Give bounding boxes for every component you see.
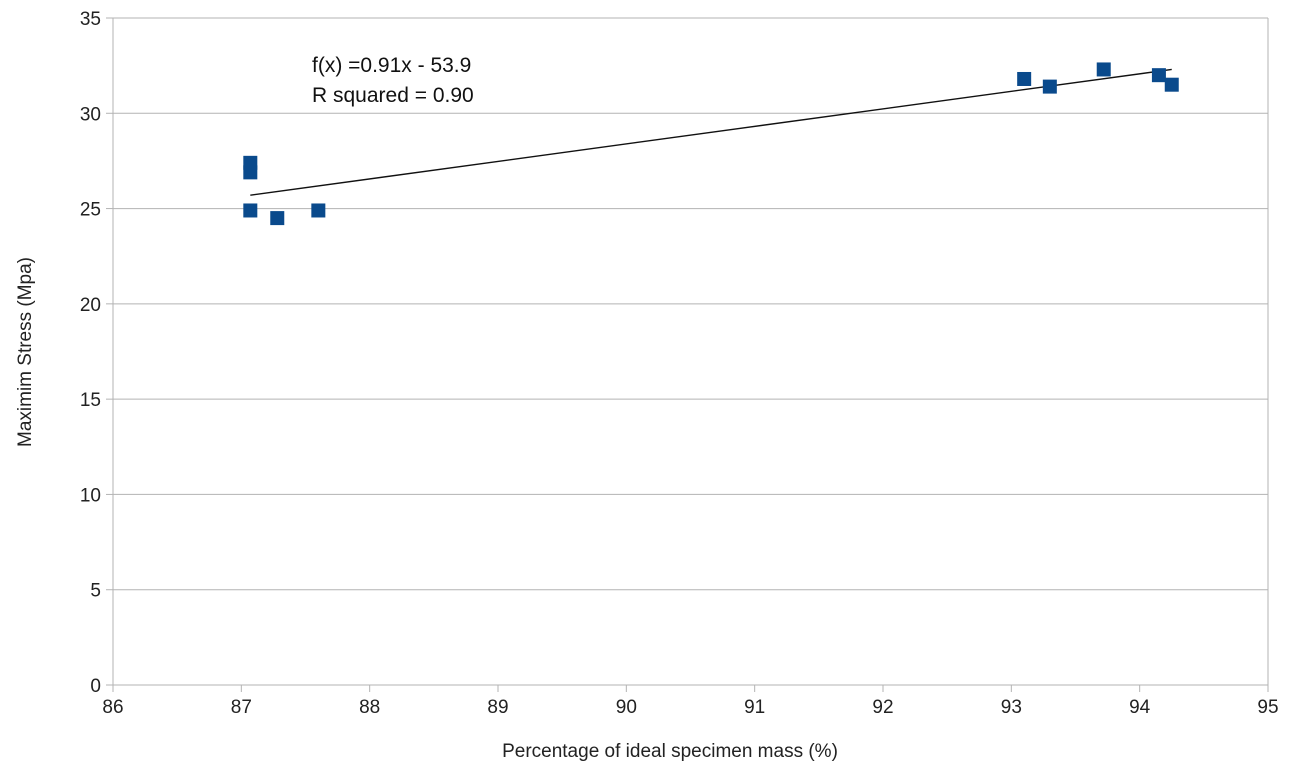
data-point-9 — [1164, 77, 1179, 92]
y-tick-label: 5 — [90, 581, 101, 602]
x-tick-label: 93 — [1001, 697, 1022, 718]
y-axis-ticks: 0 5 10 15 20 25 30 35 — [80, 9, 113, 697]
y-tick-label: 10 — [80, 485, 101, 506]
data-point-5 — [1017, 71, 1032, 86]
y-tick-label: 20 — [80, 295, 101, 316]
y-axis-title: Maximim Stress (Mpa) — [15, 257, 36, 447]
data-point-7 — [1096, 62, 1111, 77]
y-tick-label: 35 — [80, 9, 101, 30]
data-points — [243, 62, 1179, 226]
y-tick-label: 0 — [90, 676, 101, 697]
r-squared-label: R squared = 0.90 — [312, 84, 474, 107]
x-tick-label: 90 — [616, 697, 637, 718]
x-axis-title: Percentage of ideal specimen mass (%) — [502, 741, 838, 762]
data-point-1 — [243, 165, 258, 180]
x-tick-label: 87 — [231, 697, 252, 718]
axes — [112, 18, 1269, 686]
x-tick-label: 92 — [872, 697, 893, 718]
x-axis-ticks: 86 87 88 89 90 91 92 93 94 95 — [102, 685, 1279, 718]
y-tick-label: 15 — [80, 390, 101, 411]
trendline-equation: f(x) =0.91x - 53.9 — [312, 54, 471, 77]
trendline — [250, 68, 1172, 196]
y-tick-label: 30 — [80, 104, 101, 125]
x-tick-label: 86 — [102, 697, 123, 718]
y-tick-label: 25 — [80, 200, 101, 221]
trendline-group — [250, 68, 1172, 196]
data-point-8 — [1151, 68, 1166, 83]
data-point-4 — [311, 203, 326, 218]
x-tick-label: 91 — [744, 697, 765, 718]
data-point-2 — [243, 203, 258, 218]
x-tick-label: 94 — [1129, 697, 1151, 718]
data-point-6 — [1042, 79, 1057, 94]
x-tick-label: 89 — [487, 697, 508, 718]
data-point-3 — [270, 211, 285, 226]
x-tick-label: 88 — [359, 697, 380, 718]
gridlines — [113, 17, 1268, 686]
x-tick-label: 95 — [1257, 697, 1278, 718]
